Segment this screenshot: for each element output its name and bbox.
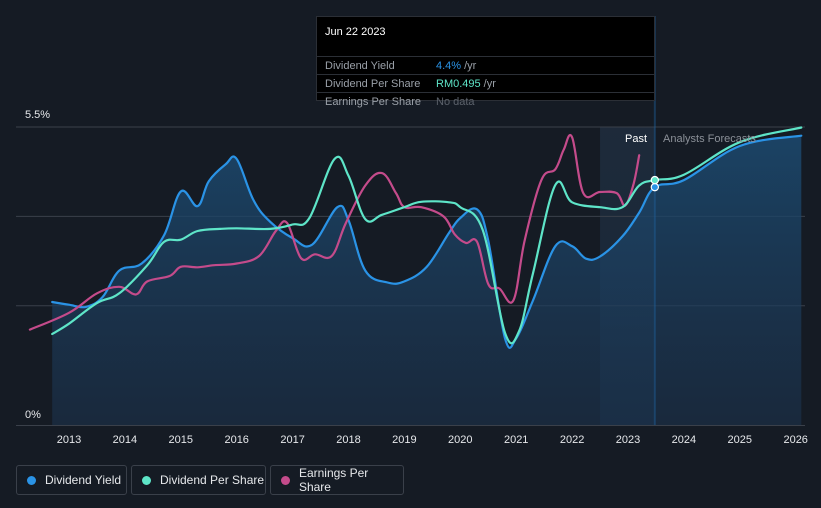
tooltip: Jun 22 2023 Dividend Yield 4.4%/yr Divid… bbox=[316, 16, 655, 108]
today-point-dividend-per-share bbox=[650, 175, 660, 185]
x-tick-label: 2015 bbox=[169, 434, 193, 446]
past-label: Past bbox=[625, 133, 647, 145]
legend-earnings-per-share[interactable]: Earnings Per Share bbox=[270, 465, 404, 495]
forecast-label: Analysts Forecasts bbox=[663, 133, 756, 145]
y-label-max: 5.5% bbox=[25, 109, 50, 121]
legend-dot-icon bbox=[142, 475, 151, 485]
legend-dot-icon bbox=[281, 475, 290, 485]
y-label-min: 0% bbox=[25, 409, 41, 421]
tooltip-value: No data bbox=[436, 96, 475, 108]
x-tick-label: 2021 bbox=[504, 434, 528, 446]
x-tick-label: 2025 bbox=[728, 434, 752, 446]
x-tick-label: 2016 bbox=[224, 434, 248, 446]
x-tick-label: 2024 bbox=[672, 434, 696, 446]
legend-dividend-per-share[interactable]: Dividend Per Share bbox=[131, 465, 266, 495]
x-tick-label: 2018 bbox=[336, 434, 360, 446]
series-line-earnings-per-share bbox=[28, 134, 641, 331]
tooltip-date: Jun 22 2023 bbox=[325, 26, 386, 38]
legend-dividend-yield[interactable]: Dividend Yield bbox=[16, 465, 127, 495]
legend-label: Earnings Per Share bbox=[298, 466, 369, 494]
x-tick-label: 2023 bbox=[616, 434, 640, 446]
x-tick-label: 2013 bbox=[57, 434, 81, 446]
tooltip-row-earnings-per-share: Earnings Per Share No data bbox=[317, 92, 654, 111]
x-tick-label: 2020 bbox=[448, 434, 472, 446]
legend-label: Dividend Yield bbox=[45, 473, 122, 487]
legend-label: Dividend Per Share bbox=[160, 473, 265, 487]
x-tick-label: 2019 bbox=[392, 434, 416, 446]
tooltip-row-dividend-per-share: Dividend Per Share RM0.495/yr bbox=[317, 74, 654, 93]
series-line-dividend-yield bbox=[51, 134, 803, 349]
today-point-dividend-yield bbox=[650, 182, 660, 192]
legend-dot-icon bbox=[27, 475, 36, 485]
tooltip-value: 4.4%/yr bbox=[436, 60, 477, 72]
x-tick-label: 2026 bbox=[783, 434, 807, 446]
tooltip-row-dividend-yield: Dividend Yield 4.4%/yr bbox=[317, 56, 654, 75]
x-tick-label: 2014 bbox=[113, 434, 137, 446]
dividend-yield-area bbox=[52, 135, 802, 425]
x-tick-label: 2017 bbox=[280, 434, 304, 446]
tooltip-label: Dividend Yield bbox=[325, 60, 395, 72]
series-line-dividend-per-share bbox=[51, 126, 803, 345]
tooltip-label: Earnings Per Share bbox=[325, 96, 421, 108]
tooltip-value: RM0.495/yr bbox=[436, 78, 496, 90]
x-tick-label: 2022 bbox=[560, 434, 584, 446]
today-marker bbox=[653, 16, 656, 425]
tooltip-label: Dividend Per Share bbox=[325, 78, 421, 90]
